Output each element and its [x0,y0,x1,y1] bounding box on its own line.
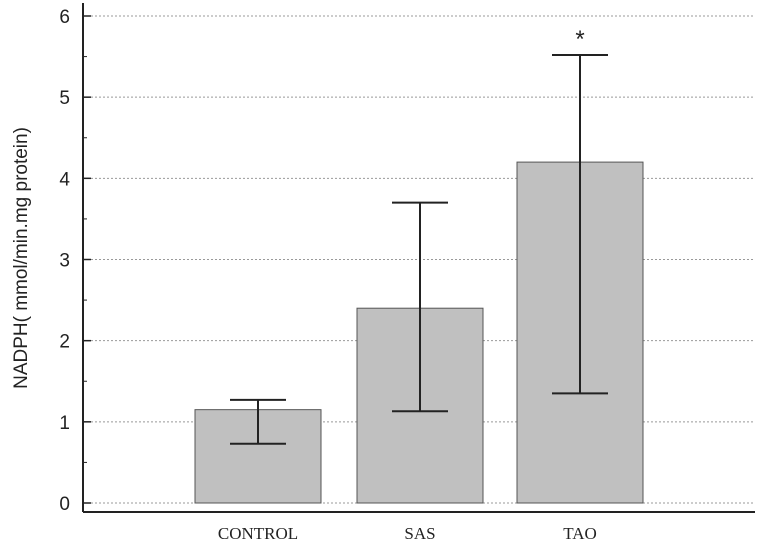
significance-marker-3: * [575,26,584,53]
y-axis-label: NADPH( mmol/min.mg protein) [11,127,32,389]
axes [82,3,755,513]
y-tick-label-5: 5 [59,88,70,109]
significance-markers: * [575,26,584,53]
y-tick-label-1: 1 [59,413,70,434]
y-tick-label-3: 3 [59,251,70,272]
category-label-tao: TAO [563,524,597,543]
category-label-control: CONTROL [218,524,298,543]
y-tick-label-0: 0 [59,494,70,515]
category-label-sas: SAS [404,524,435,543]
error-bars [230,53,608,445]
y-tick-label-4: 4 [59,169,70,190]
y-tick-label-2: 2 [59,332,70,353]
y-tick-label-6: 6 [59,7,70,28]
x-category-labels: CONTROL SAS TAO [218,524,597,543]
y-tick-labels: 0 1 2 3 4 5 6 [59,7,70,515]
